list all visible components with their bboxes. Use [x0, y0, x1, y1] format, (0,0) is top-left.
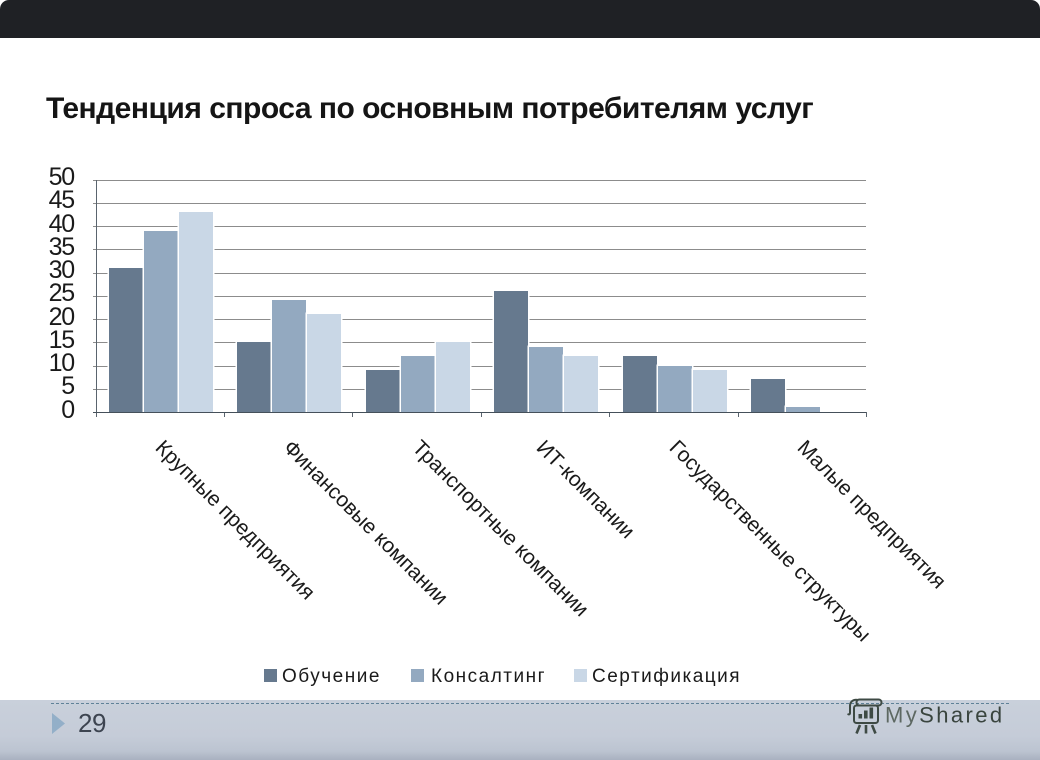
- svg-text:MyShared: MyShared: [885, 703, 1004, 728]
